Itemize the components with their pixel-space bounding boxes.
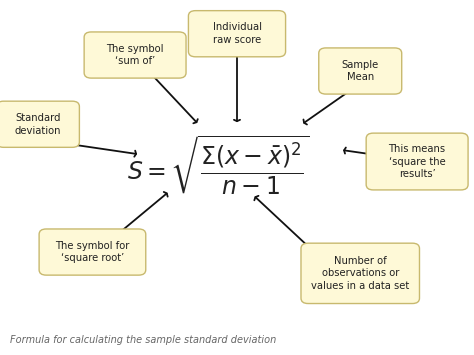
Text: Number of
observations or
values in a data set: Number of observations or values in a da… [311,256,410,291]
Text: Individual
raw score: Individual raw score [212,22,262,45]
FancyBboxPatch shape [366,133,468,190]
FancyBboxPatch shape [188,11,285,57]
FancyBboxPatch shape [0,101,79,147]
FancyBboxPatch shape [301,243,419,304]
Text: This means
‘square the
results’: This means ‘square the results’ [389,144,446,179]
Text: Standard
deviation: Standard deviation [15,113,61,136]
Text: $S = \sqrt{\dfrac{\Sigma\left(x - \bar{x}\right)^{2}}{n-1}}$: $S = \sqrt{\dfrac{\Sigma\left(x - \bar{x… [127,133,310,197]
FancyBboxPatch shape [84,32,186,78]
FancyBboxPatch shape [319,48,401,94]
Text: Formula for calculating the sample standard deviation: Formula for calculating the sample stand… [10,335,277,345]
Text: Sample
Mean: Sample Mean [342,60,379,82]
Text: The symbol for
‘square root’: The symbol for ‘square root’ [55,241,129,263]
Text: The symbol
‘sum of’: The symbol ‘sum of’ [106,44,164,66]
FancyBboxPatch shape [39,229,146,275]
